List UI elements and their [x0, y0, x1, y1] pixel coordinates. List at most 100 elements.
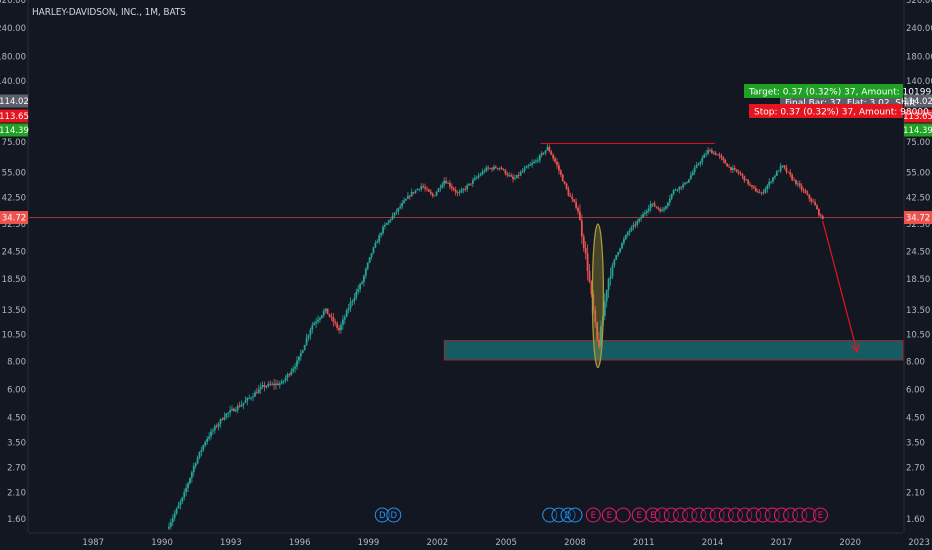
candle [491, 166, 493, 172]
candle [493, 164, 495, 171]
candle [563, 180, 566, 185]
right-price-axis: 1.60 2.10 2.70 3.50 4.50 6.00 8.00 10.50 13.50 18… [903, 0, 932, 532]
candle [689, 171, 692, 180]
candle [328, 313, 331, 318]
right-tick-label: 180.00 [906, 52, 932, 62]
candle [387, 219, 390, 226]
candle [731, 164, 734, 174]
candle [336, 321, 339, 331]
candle-body [215, 426, 218, 427]
candle [198, 451, 201, 460]
candle-body [590, 281, 593, 295]
candle-body [259, 386, 262, 390]
event-marker-circle [585, 507, 601, 523]
candle-body [378, 235, 381, 242]
candle [435, 190, 438, 197]
event-marker-circle [801, 507, 817, 523]
event-marker-circle [374, 507, 390, 523]
candle [215, 423, 218, 429]
candle [257, 385, 260, 394]
candle-body [603, 301, 606, 316]
left-tick-label: 8.00 [7, 357, 26, 367]
candle [802, 187, 805, 194]
left-tick-label: 13.50 [2, 306, 26, 316]
candle [489, 167, 491, 170]
candle [187, 481, 189, 492]
candle-body [766, 185, 769, 190]
candle [718, 152, 721, 159]
candle [468, 183, 470, 187]
candle [644, 209, 646, 217]
candle [481, 168, 484, 176]
candle-body [439, 187, 442, 189]
candle [686, 181, 688, 184]
candle-body [653, 203, 656, 207]
right-badge-0: 114.02 [903, 94, 932, 108]
candle [341, 315, 344, 330]
candle [531, 159, 534, 168]
candle [739, 170, 742, 176]
candle-body [408, 195, 411, 197]
candle-body [567, 189, 570, 196]
candle-body [789, 172, 792, 175]
candle [754, 185, 757, 192]
candle-body [699, 162, 702, 164]
candle-body [538, 155, 541, 161]
candle-body [464, 189, 467, 190]
candle [479, 172, 482, 177]
candle-body [779, 165, 782, 171]
candle-body [642, 214, 644, 218]
candle-body [489, 168, 491, 170]
candle [441, 181, 444, 189]
candle [403, 197, 405, 204]
candle-body [364, 268, 367, 276]
candle [785, 164, 788, 175]
candle [376, 239, 379, 244]
candle-body [349, 302, 352, 309]
candle [200, 446, 203, 457]
time-tick-label: 1999 [358, 538, 380, 548]
left-tick-label: 18.50 [2, 275, 26, 285]
candle-body [665, 206, 667, 209]
left-tick-label: 6.00 [7, 385, 26, 395]
candle [460, 187, 463, 194]
left-price-axis: 1.60 2.10 2.70 3.50 4.50 6.00 8.00 10.50 13.50 18… [0, 0, 29, 532]
time-tick-label: 2002 [427, 538, 449, 548]
candle-body [248, 397, 251, 399]
candle-body [783, 165, 786, 168]
candle [447, 181, 449, 184]
candle-body [265, 386, 268, 388]
candle [502, 168, 505, 171]
candle-body [420, 186, 423, 189]
candle [795, 179, 797, 186]
candle [477, 172, 480, 180]
candle-body [611, 265, 614, 277]
candle [705, 150, 708, 158]
candle [659, 207, 662, 213]
candle [219, 418, 222, 428]
candle [359, 282, 361, 293]
candle-body [473, 178, 476, 181]
candle-body [385, 223, 388, 225]
candle-body [712, 152, 715, 154]
candle-body [278, 383, 281, 386]
candle [290, 367, 293, 377]
candle [517, 171, 520, 179]
candle [380, 231, 383, 238]
candle-body [384, 224, 386, 227]
candle [326, 308, 329, 315]
candle-body [345, 310, 348, 317]
candle [779, 163, 782, 174]
candle [408, 194, 411, 200]
candle-body [330, 316, 333, 318]
right-tick-label: 42.50 [906, 194, 930, 204]
candle-body [324, 308, 327, 312]
candle-body [290, 371, 293, 375]
candle-body [542, 153, 545, 154]
candle [575, 198, 578, 210]
candle [607, 277, 610, 298]
candles-layer [168, 143, 824, 530]
candle [284, 375, 287, 384]
